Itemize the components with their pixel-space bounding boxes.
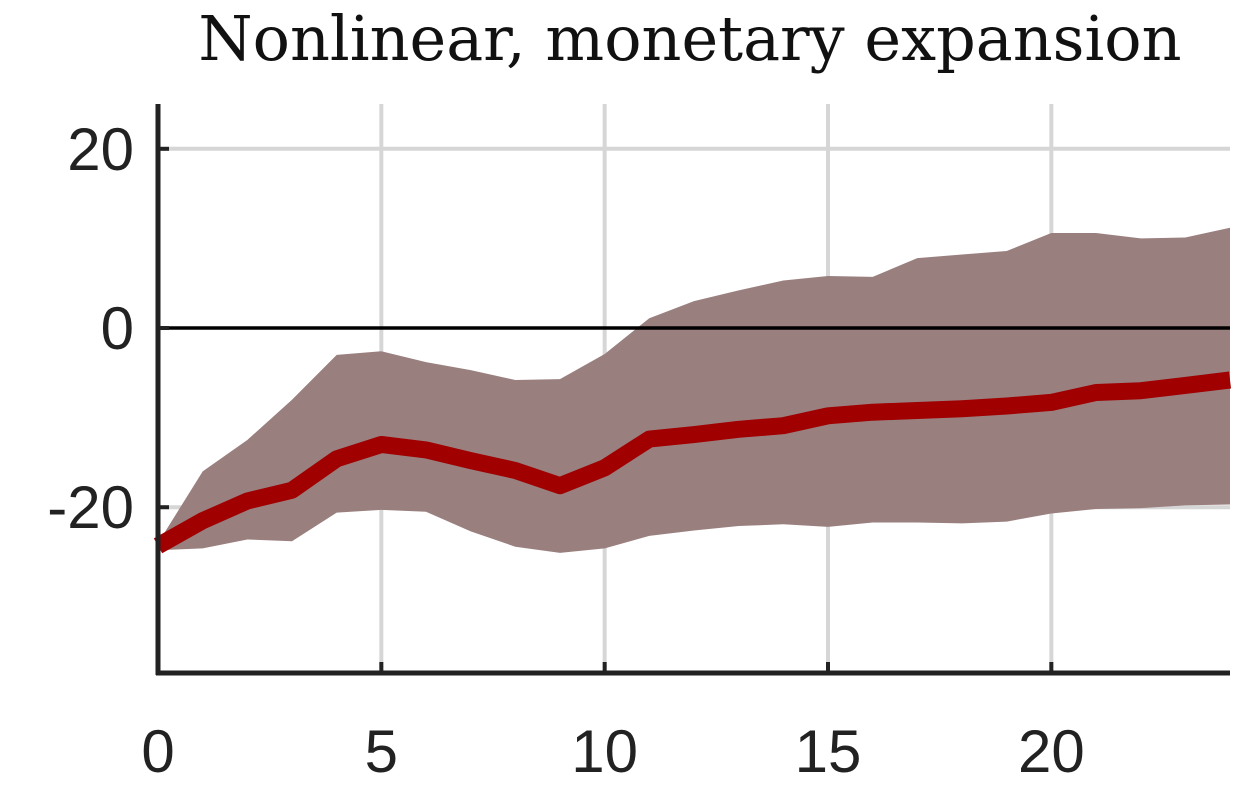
series-line-layer [153,371,1232,554]
axes [155,104,1230,676]
y-tick-label: 20 [67,116,134,183]
confidence-band [158,227,1230,553]
x-tick-label: 0 [141,718,174,785]
x-tick-label: 20 [1018,718,1085,785]
y-tick-label: 0 [101,295,134,362]
confidence-band-layer [158,227,1230,553]
y-tick-label: -20 [47,474,134,541]
tick-labels: 0 5 10 15 20 -20 0 20 [47,116,1084,785]
series-line [153,371,1232,554]
x-tick-label: 10 [571,718,638,785]
x-tick-label: 5 [365,718,398,785]
x-tick-label: 15 [795,718,862,785]
chart-title: Nonlinear, monetary expansion [198,2,1181,75]
